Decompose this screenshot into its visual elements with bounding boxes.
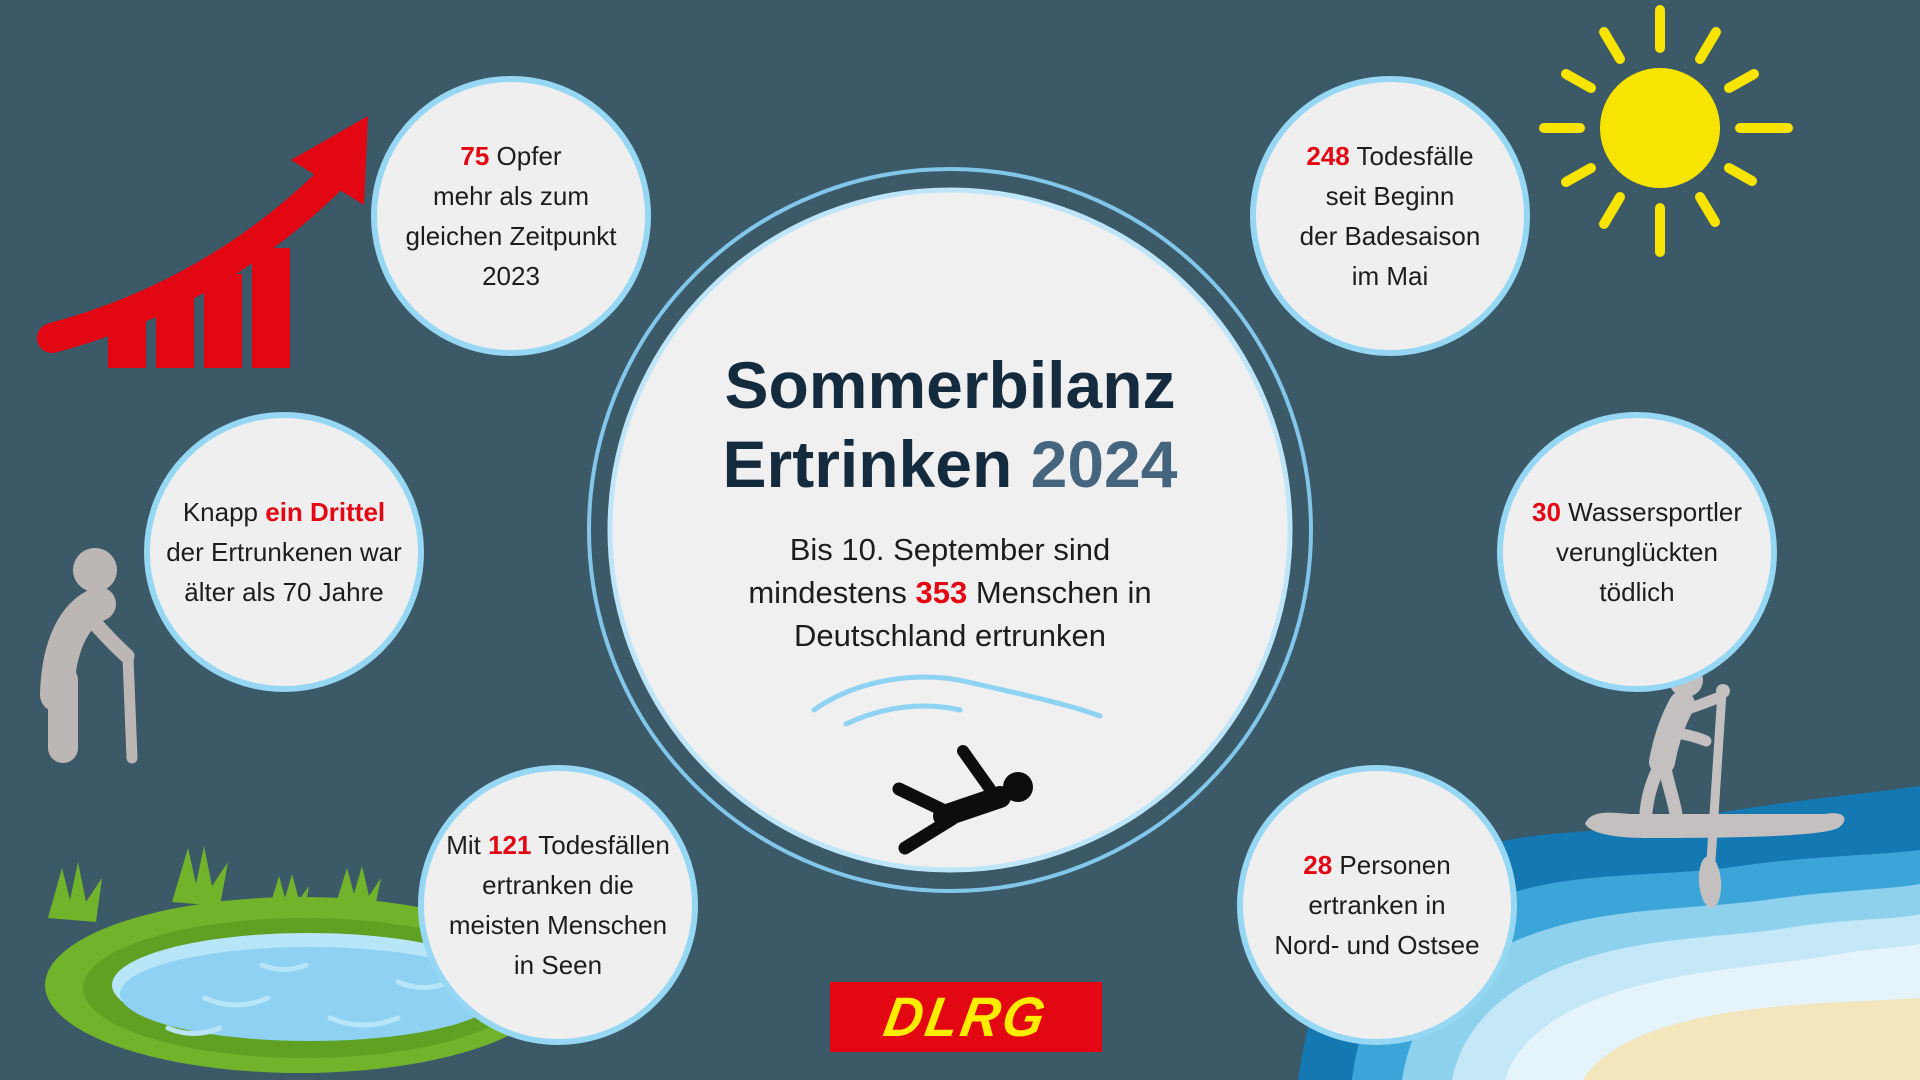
growth-arrow-chart-icon bbox=[37, 116, 368, 368]
stat-bubble-north-baltic-sea-deaths: 28 Personen ertranken in Nord- und Ostsee bbox=[1237, 765, 1517, 1045]
center-subtitle: Bis 10. September sind mindestens 353 Men… bbox=[748, 532, 1152, 653]
center-circle bbox=[607, 187, 1293, 873]
grass-tuft bbox=[48, 862, 102, 922]
center-outer-ring bbox=[587, 167, 1313, 893]
center-text-block: Sommerbilanz Ertrinken 2024 Bis 10. Sept… bbox=[610, 346, 1290, 657]
page-title-line1: Sommerbilanz bbox=[724, 348, 1176, 422]
dlrg-logo: DLRG bbox=[830, 982, 1102, 1052]
drowning-person-icon bbox=[892, 745, 1033, 855]
sun-icon bbox=[1539, 5, 1793, 257]
sea-beach-graphic bbox=[1298, 786, 1920, 1080]
stat-bubble-watersport-deaths: 30 Wassersportler verunglückten tödlich bbox=[1497, 412, 1777, 692]
stat-bubble-lake-deaths: Mit 121 Todesfällen ertranken die meisten … bbox=[418, 765, 698, 1045]
elderly-person-with-cane-icon bbox=[40, 548, 138, 764]
grass-tuft bbox=[172, 846, 228, 906]
stat-bubble-victims-increase: 75 Opfer mehr als zum gleichen Zeitpunkt 20… bbox=[371, 76, 651, 356]
stat-bubble-elderly-share: Knapp ein Drittel der Ertrunkenen war älte… bbox=[144, 412, 424, 692]
dlrg-logo-text: DLRG bbox=[879, 986, 1053, 1048]
wave-icon bbox=[811, 674, 1103, 727]
stat-bubble-deaths-since-bathing-season: 248 Todesfälle seit Beginn der Badesaison i… bbox=[1250, 76, 1530, 356]
page-title-line2: Ertrinken 2024 bbox=[722, 427, 1178, 501]
